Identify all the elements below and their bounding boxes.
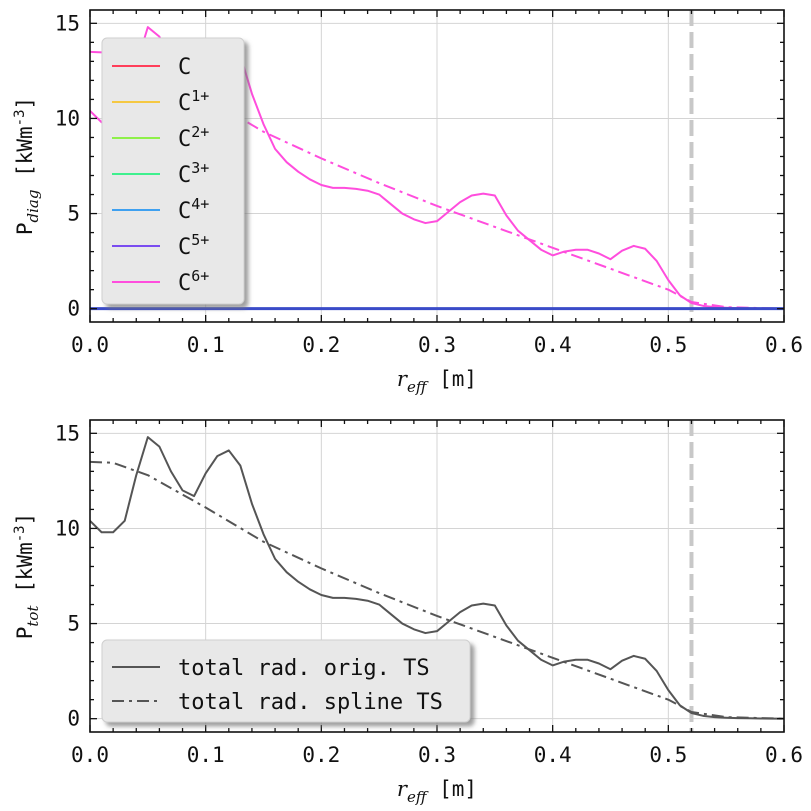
legend-label: C4+ [178,195,209,224]
y-axis-label: Pdiag [kWm-3] [12,97,42,235]
legend-label: total rad. orig. TS [178,656,430,681]
x-tick-label: 0.4 [534,333,572,357]
x-tick-label: 0.2 [302,743,340,767]
bottom-panel: 0.0 0.1 0.2 0.3 0.4 0.5 0.6 0 5 10 15 reff [m] Ptot … [12,419,803,806]
y-axis-label: Ptot [kWm-3] [12,513,42,640]
x-tick-label: 0.6 [765,743,803,767]
x-tick-label: 0.0 [71,333,109,357]
legend-label: C2+ [178,123,209,152]
legend-label: C1+ [178,87,209,116]
x-axis-label: reff [m] [397,367,477,396]
legend-box [101,37,245,305]
series-group [90,26,784,311]
legend-label: C3+ [178,159,209,188]
ticks [89,10,785,322]
x-tick-label: 0.1 [187,743,225,767]
legend-label: total rad. spline TS [178,690,443,715]
legend: total rad. orig. TS total rad. spline TS [101,639,471,723]
x-tick-label: 0.6 [765,333,803,357]
legend-label: C6+ [178,267,209,296]
x-axis-label: reff [m] [397,777,477,806]
x-tick-label: 0.5 [649,743,687,767]
y-tick-label: 5 [67,612,80,636]
legend-label: C5+ [178,231,209,260]
y-tick-label: 10 [55,516,80,540]
series-group [90,436,784,720]
series-line-0 [90,436,784,720]
ticks [89,420,785,732]
y-tick-label: 0 [67,707,80,731]
legend-box [101,639,471,723]
x-tick-label: 0.3 [418,333,456,357]
x-tick-label: 0.2 [302,333,340,357]
x-tick-label: 0.4 [534,743,572,767]
y-tick-label: 5 [67,202,80,226]
x-tick-label: 0.3 [418,743,456,767]
x-tick-label: 0.5 [649,333,687,357]
y-tick-label: 0 [67,297,80,321]
y-tick-label: 10 [55,106,80,130]
x-tick-label: 0.0 [71,743,109,767]
legend: C C1+ C2+ C3+ C4+ C5+ C6+ [101,37,245,305]
top-panel: 0.0 0.1 0.2 0.3 0.4 0.5 0.6 0 5 10 15 reff [m] Pdiag… [12,9,803,396]
y-tick-label: 15 [55,11,80,35]
series-line-1 [90,460,784,720]
legend-label: C [178,55,191,80]
y-tick-label: 15 [55,421,80,445]
x-tick-label: 0.1 [187,333,225,357]
